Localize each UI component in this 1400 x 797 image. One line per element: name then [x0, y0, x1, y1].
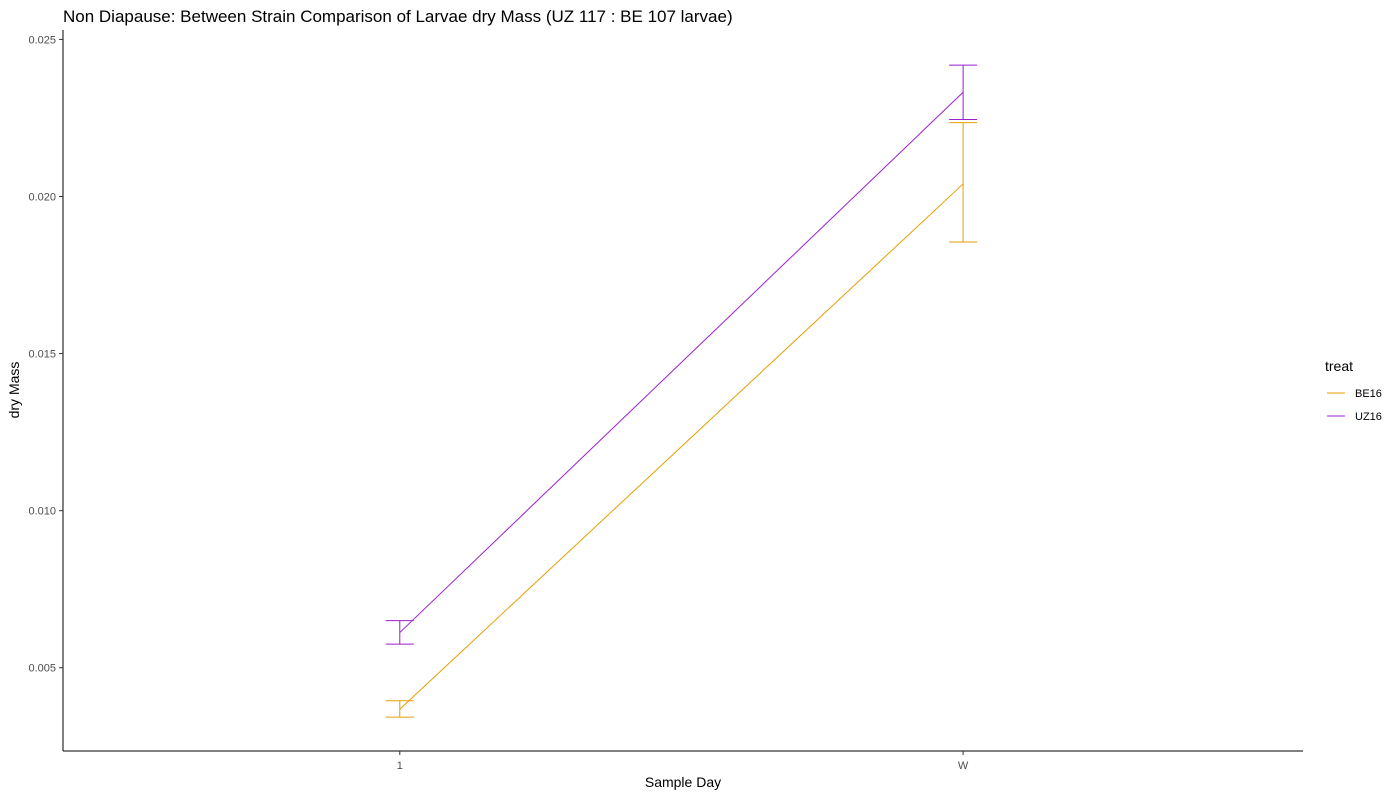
- series-be16: [385, 122, 978, 718]
- error-bar: [949, 64, 978, 121]
- error-bar: [385, 700, 414, 718]
- series-line: [399, 91, 964, 633]
- chart-title: Non Diapause: Between Strain Comparison …: [63, 7, 733, 26]
- legend-label: BE16: [1355, 388, 1382, 400]
- legend: treat BE16 UZ16: [1325, 358, 1382, 423]
- y-axis-title: dry Mass: [6, 362, 22, 419]
- x-tick-label: 1: [397, 760, 403, 772]
- legend-item-be16: BE16: [1327, 388, 1382, 400]
- y-tick-label: 0.005: [28, 663, 56, 675]
- legend-label: UZ16: [1355, 411, 1382, 423]
- series-uz16: [385, 64, 978, 645]
- error-bar: [385, 620, 414, 645]
- x-tick-label: W: [958, 760, 969, 772]
- series-line: [399, 183, 964, 710]
- y-tick-label: 0.020: [28, 192, 56, 204]
- y-tick-label: 0.025: [28, 34, 56, 46]
- y-tick-label: 0.010: [28, 506, 56, 518]
- series-layer: [385, 64, 978, 718]
- error-bar: [949, 122, 978, 243]
- y-tick-label: 0.015: [28, 349, 56, 361]
- legend-items: BE16 UZ16: [1327, 388, 1382, 423]
- legend-item-uz16: UZ16: [1327, 411, 1382, 423]
- x-axis-title: Sample Day: [645, 774, 721, 790]
- legend-title: treat: [1325, 358, 1353, 374]
- y-ticks: 0.005 0.010 0.015 0.020 0.025: [28, 34, 63, 675]
